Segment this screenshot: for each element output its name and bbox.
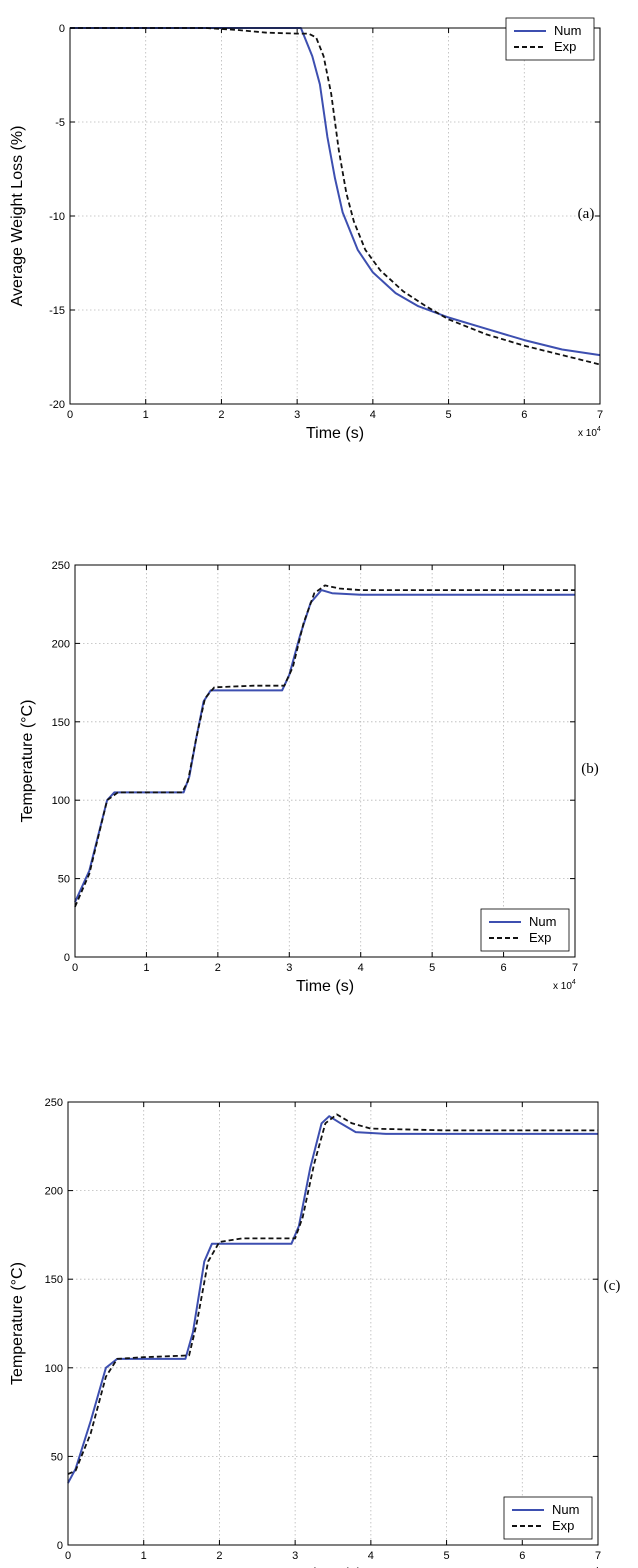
y-tick-label: -15 bbox=[49, 305, 65, 317]
y-tick-label: 200 bbox=[45, 1186, 63, 1198]
legend-label-exp: Exp bbox=[552, 1518, 574, 1533]
x-tick-label: 4 bbox=[368, 1550, 374, 1562]
x-tick-label: 6 bbox=[501, 962, 507, 974]
panel-label: (a) bbox=[578, 206, 595, 222]
x-axis-label: Time (s) bbox=[306, 425, 364, 442]
y-tick-label: 0 bbox=[64, 952, 70, 964]
y-tick-label: -10 bbox=[49, 211, 65, 223]
legend-label-num: Num bbox=[554, 23, 581, 38]
legend-box bbox=[503, 1496, 593, 1540]
chart-panel-1: 0 1 2 3 4 5 6 7 -20 -15 -10 -5 0 Time (s) Average Weig… bbox=[9, 17, 603, 442]
x-tick-label: 5 bbox=[446, 409, 452, 421]
plot-area bbox=[68, 1102, 598, 1545]
y-tick-label: 150 bbox=[52, 717, 70, 729]
y-axis-label: Average Weight Loss (%) bbox=[9, 126, 26, 307]
x-tick-label: 1 bbox=[141, 1550, 147, 1562]
x-tick-label: 1 bbox=[143, 409, 149, 421]
legend-label-exp: Exp bbox=[529, 930, 551, 945]
y-tick-label: 100 bbox=[45, 1363, 63, 1375]
panel-label: (b) bbox=[581, 761, 599, 777]
x-tick-label: 5 bbox=[429, 962, 435, 974]
legend-box bbox=[505, 17, 595, 61]
x-tick-label: 2 bbox=[215, 962, 221, 974]
legend-label-exp: Exp bbox=[554, 39, 576, 54]
legend-label-num: Num bbox=[552, 1502, 579, 1517]
y-tick-label: 0 bbox=[57, 1540, 63, 1552]
chart-panel-2: 0 1 2 3 4 5 6 7 0 50 100 150 200 250 Time (s) Temperatu… bbox=[19, 560, 599, 995]
series-line-exp bbox=[74, 584, 575, 908]
legend-box bbox=[480, 908, 570, 952]
plot-frame bbox=[74, 564, 576, 958]
x-axis-label: Time (s) bbox=[304, 1566, 362, 1568]
x-tick-label: 7 bbox=[597, 409, 603, 421]
y-tick-label: 100 bbox=[52, 795, 70, 807]
x-tick-label: 7 bbox=[595, 1550, 601, 1562]
x-tick-label: 0 bbox=[72, 962, 78, 974]
y-tick-label: -20 bbox=[49, 399, 65, 411]
series-line-num bbox=[67, 1115, 598, 1484]
x-axis-multiplier: x 104 bbox=[578, 426, 601, 439]
y-tick-label: -5 bbox=[55, 117, 65, 129]
series-line-exp bbox=[70, 27, 601, 366]
x-tick-label: 6 bbox=[521, 409, 527, 421]
series-line-exp bbox=[67, 1113, 598, 1475]
y-axis-label: Temperature (°C) bbox=[9, 1262, 26, 1385]
x-tick-label: 7 bbox=[572, 962, 578, 974]
x-tick-label: 3 bbox=[292, 1550, 298, 1562]
x-tick-label: 4 bbox=[358, 962, 364, 974]
x-axis-label: Time (s) bbox=[296, 978, 354, 995]
y-tick-label: 50 bbox=[58, 874, 70, 886]
chart-panel-3: 0 1 2 3 4 5 6 7 0 50 100 150 200 250 Time (s) Temperatu… bbox=[9, 1097, 620, 1568]
plot-area bbox=[75, 565, 575, 957]
y-tick-label: 200 bbox=[52, 638, 70, 650]
y-tick-label: 50 bbox=[51, 1451, 63, 1463]
y-tick-label: 250 bbox=[45, 1097, 63, 1109]
x-tick-label: 5 bbox=[444, 1550, 450, 1562]
y-tick-label: 150 bbox=[45, 1274, 63, 1286]
x-tick-label: 2 bbox=[218, 409, 224, 421]
x-axis-multiplier: x 104 bbox=[553, 979, 576, 992]
x-tick-label: 3 bbox=[286, 962, 292, 974]
y-tick-label: 250 bbox=[52, 560, 70, 572]
y-axis-label: Temperature (°C) bbox=[19, 700, 36, 823]
panel-label: (c) bbox=[604, 1278, 621, 1294]
plot-frame bbox=[67, 1101, 599, 1546]
x-tick-label: 1 bbox=[143, 962, 149, 974]
x-tick-label: 0 bbox=[65, 1550, 71, 1562]
x-tick-label: 0 bbox=[67, 409, 73, 421]
x-tick-label: 6 bbox=[519, 1550, 525, 1562]
plot-frame bbox=[69, 27, 601, 405]
x-tick-label: 4 bbox=[370, 409, 376, 421]
legend-label-num: Num bbox=[529, 914, 556, 929]
x-tick-label: 3 bbox=[294, 409, 300, 421]
x-tick-label: 2 bbox=[216, 1550, 222, 1562]
y-tick-label: 0 bbox=[59, 23, 65, 35]
